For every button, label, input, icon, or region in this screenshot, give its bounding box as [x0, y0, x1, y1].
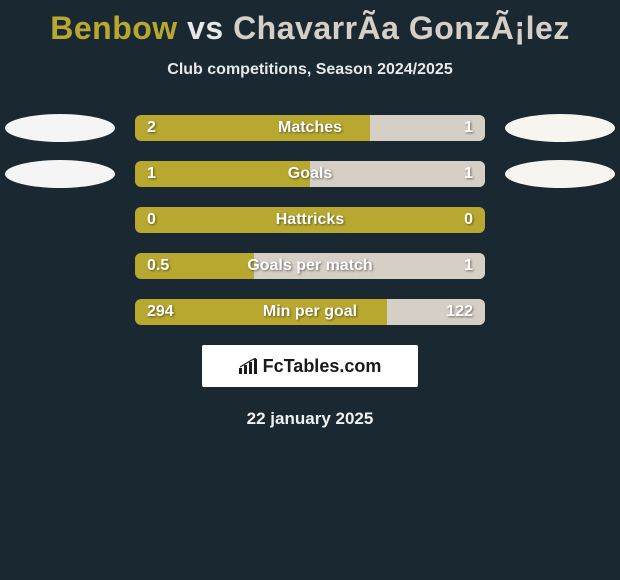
page-title: Benbow vs ChavarrÃ­a GonzÃ¡lez	[0, 0, 620, 47]
avatar-right	[505, 114, 615, 142]
bar-track: 11Goals	[135, 161, 485, 187]
player2-name: ChavarrÃ­a GonzÃ¡lez	[233, 10, 570, 46]
stat-row: 21Matches	[0, 115, 620, 141]
value-left: 0.5	[147, 253, 169, 279]
avatar-left	[5, 114, 115, 142]
stat-row: 0 0Hattricks	[0, 207, 620, 233]
logo-text: FcTables.com	[263, 356, 382, 377]
bar-track: 294122Min per goal	[135, 299, 485, 325]
value-left: 2	[147, 115, 156, 141]
avatar-left	[5, 160, 115, 188]
comparison-chart: 21Matches11Goals00Hattricks0.51Goals per…	[0, 115, 620, 325]
value-right: 1	[464, 115, 473, 141]
bar-fill-right	[254, 253, 485, 279]
bar-label: Hattricks	[135, 207, 485, 233]
value-left: 294	[147, 299, 174, 325]
subtitle: Club competitions, Season 2024/2025	[0, 61, 620, 79]
bar-track: 0 0Hattricks	[135, 207, 485, 233]
bar-fill-right	[310, 161, 485, 187]
value-right: 0	[464, 207, 473, 233]
chart-icon	[239, 358, 259, 374]
value-right: 122	[446, 299, 473, 325]
avatar-right	[505, 160, 615, 188]
bar-track: 0.51Goals per match	[135, 253, 485, 279]
player1-name: Benbow	[50, 10, 177, 46]
stat-row: 0.51Goals per match	[0, 253, 620, 279]
stat-row: 294122Min per goal	[0, 299, 620, 325]
bar-track: 21Matches	[135, 115, 485, 141]
value-right: 1	[464, 161, 473, 187]
value-right: 1	[464, 253, 473, 279]
logo-box: FcTables.com	[202, 345, 418, 387]
stat-row: 11Goals	[0, 161, 620, 187]
date: 22 january 2025	[0, 409, 620, 429]
value-left: 1	[147, 161, 156, 187]
value-left: 0	[147, 207, 156, 233]
vs-text: vs	[187, 10, 224, 46]
